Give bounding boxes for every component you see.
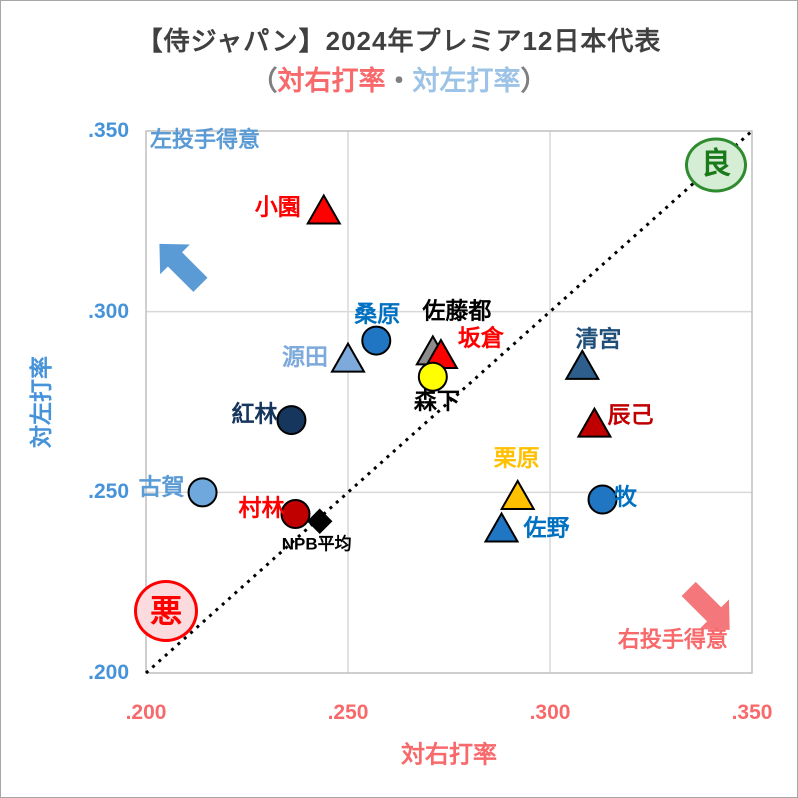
subtitle-separator: ・ (385, 66, 413, 96)
marker-morishita (417, 361, 448, 392)
left-pitcher-arrow-icon (159, 243, 208, 292)
label-genda: 源田 (282, 343, 328, 370)
marker-kurebayashi (276, 405, 307, 436)
bad-quadrant-badge: 悪 (134, 580, 199, 643)
subtitle-bracket-close: ） (520, 66, 548, 96)
y-tick-.250: .250 (88, 480, 129, 504)
marker-sano (483, 511, 520, 543)
x-axis-title: 対右打率 (401, 741, 497, 769)
x-tick-.350: .350 (731, 701, 773, 724)
label-sano: 佐野 (523, 514, 570, 541)
marker-kozono (306, 193, 342, 225)
label-morishita: 森下 (413, 387, 460, 414)
label-sakakura: 坂倉 (457, 324, 504, 351)
chart-subtitle: （対右打率・対左打率） (1, 59, 797, 98)
chart-title: 【侍ジャパン】2024年プレミア12日本代表 (136, 26, 662, 56)
marker-maki (587, 484, 618, 515)
label-murabayashi: 村林 (238, 494, 285, 521)
label-sato-to: 佐藤都 (422, 297, 492, 324)
label-kurihara: 栗原 (493, 444, 540, 471)
right-pitcher-arrow-icon (681, 581, 730, 630)
marker-murabayashi (280, 499, 311, 530)
label-kozono: 小園 (254, 193, 301, 220)
y-tick-.350: .350 (88, 119, 129, 142)
label-tatsumi: 辰己 (607, 401, 654, 428)
label-kiyomiya: 清宮 (575, 325, 622, 352)
marker-kuwahara (361, 325, 392, 356)
arrow-label-left-pitcher-arrow: 左投手得意 (150, 127, 261, 153)
plot-frame (145, 130, 753, 674)
x-tick-.300: .300 (529, 701, 571, 724)
x-tick-.200: .200 (125, 701, 167, 724)
marker-kurihara (499, 478, 536, 510)
subtitle-bracket-open: （ (250, 66, 278, 96)
arrow-label-right-pitcher-arrow: 右投手得意 (617, 627, 728, 653)
label-maki: 牧 (614, 483, 638, 510)
label-npb-average: NPB平均 (281, 534, 352, 554)
marker-tatsumi (576, 406, 613, 438)
x-tick-.250: .250 (327, 701, 369, 724)
marker-koga (187, 477, 218, 508)
y-tick-.200: .200 (88, 661, 129, 684)
subtitle-vs-left: 対左打率 (412, 66, 521, 96)
y-axis-title: 対左打率 (28, 356, 54, 448)
label-koga: 古賀 (138, 473, 185, 500)
marker-kiyomiya (564, 348, 601, 380)
marker-npb-average (307, 508, 333, 534)
subtitle-vs-right: 対右打率 (277, 66, 386, 96)
label-kurebayashi: 紅林 (231, 400, 278, 427)
marker-genda (330, 341, 366, 373)
y-tick-.300: .300 (88, 299, 129, 323)
label-kuwahara: 桑原 (354, 300, 401, 327)
good-quadrant-badge: 良 (685, 137, 748, 193)
